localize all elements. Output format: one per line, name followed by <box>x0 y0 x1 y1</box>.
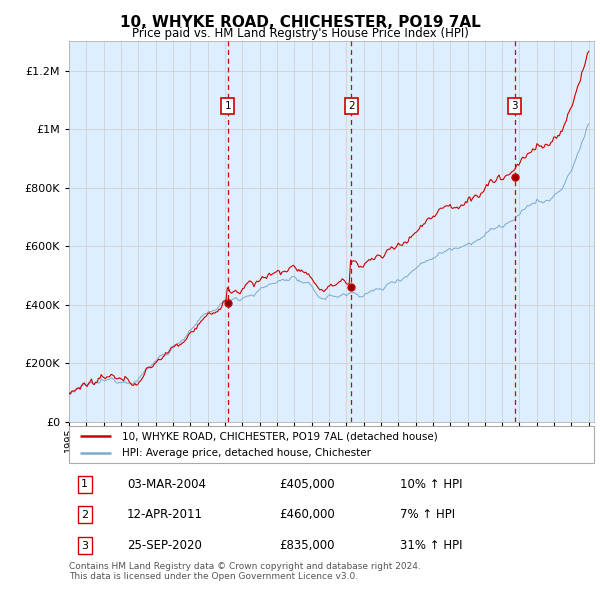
Text: £460,000: £460,000 <box>279 508 335 521</box>
Text: 7% ↑ HPI: 7% ↑ HPI <box>400 508 455 521</box>
Text: Price paid vs. HM Land Registry's House Price Index (HPI): Price paid vs. HM Land Registry's House … <box>131 27 469 40</box>
Text: 12-APR-2011: 12-APR-2011 <box>127 508 203 521</box>
Text: 31% ↑ HPI: 31% ↑ HPI <box>400 539 462 552</box>
Text: 03-MAR-2004: 03-MAR-2004 <box>127 478 206 491</box>
Text: 25-SEP-2020: 25-SEP-2020 <box>127 539 202 552</box>
Text: HPI: Average price, detached house, Chichester: HPI: Average price, detached house, Chic… <box>121 448 371 458</box>
Text: 10, WHYKE ROAD, CHICHESTER, PO19 7AL (detached house): 10, WHYKE ROAD, CHICHESTER, PO19 7AL (de… <box>121 431 437 441</box>
Text: 2: 2 <box>81 510 88 520</box>
Text: £835,000: £835,000 <box>279 539 335 552</box>
FancyBboxPatch shape <box>69 426 594 463</box>
Text: 10, WHYKE ROAD, CHICHESTER, PO19 7AL: 10, WHYKE ROAD, CHICHESTER, PO19 7AL <box>119 15 481 30</box>
Text: 3: 3 <box>81 540 88 550</box>
Text: £405,000: £405,000 <box>279 478 335 491</box>
Text: 3: 3 <box>512 101 518 111</box>
Text: Contains HM Land Registry data © Crown copyright and database right 2024.
This d: Contains HM Land Registry data © Crown c… <box>69 562 421 581</box>
Text: 1: 1 <box>81 480 88 489</box>
Text: 10% ↑ HPI: 10% ↑ HPI <box>400 478 462 491</box>
Text: 2: 2 <box>348 101 355 111</box>
Text: 1: 1 <box>224 101 231 111</box>
